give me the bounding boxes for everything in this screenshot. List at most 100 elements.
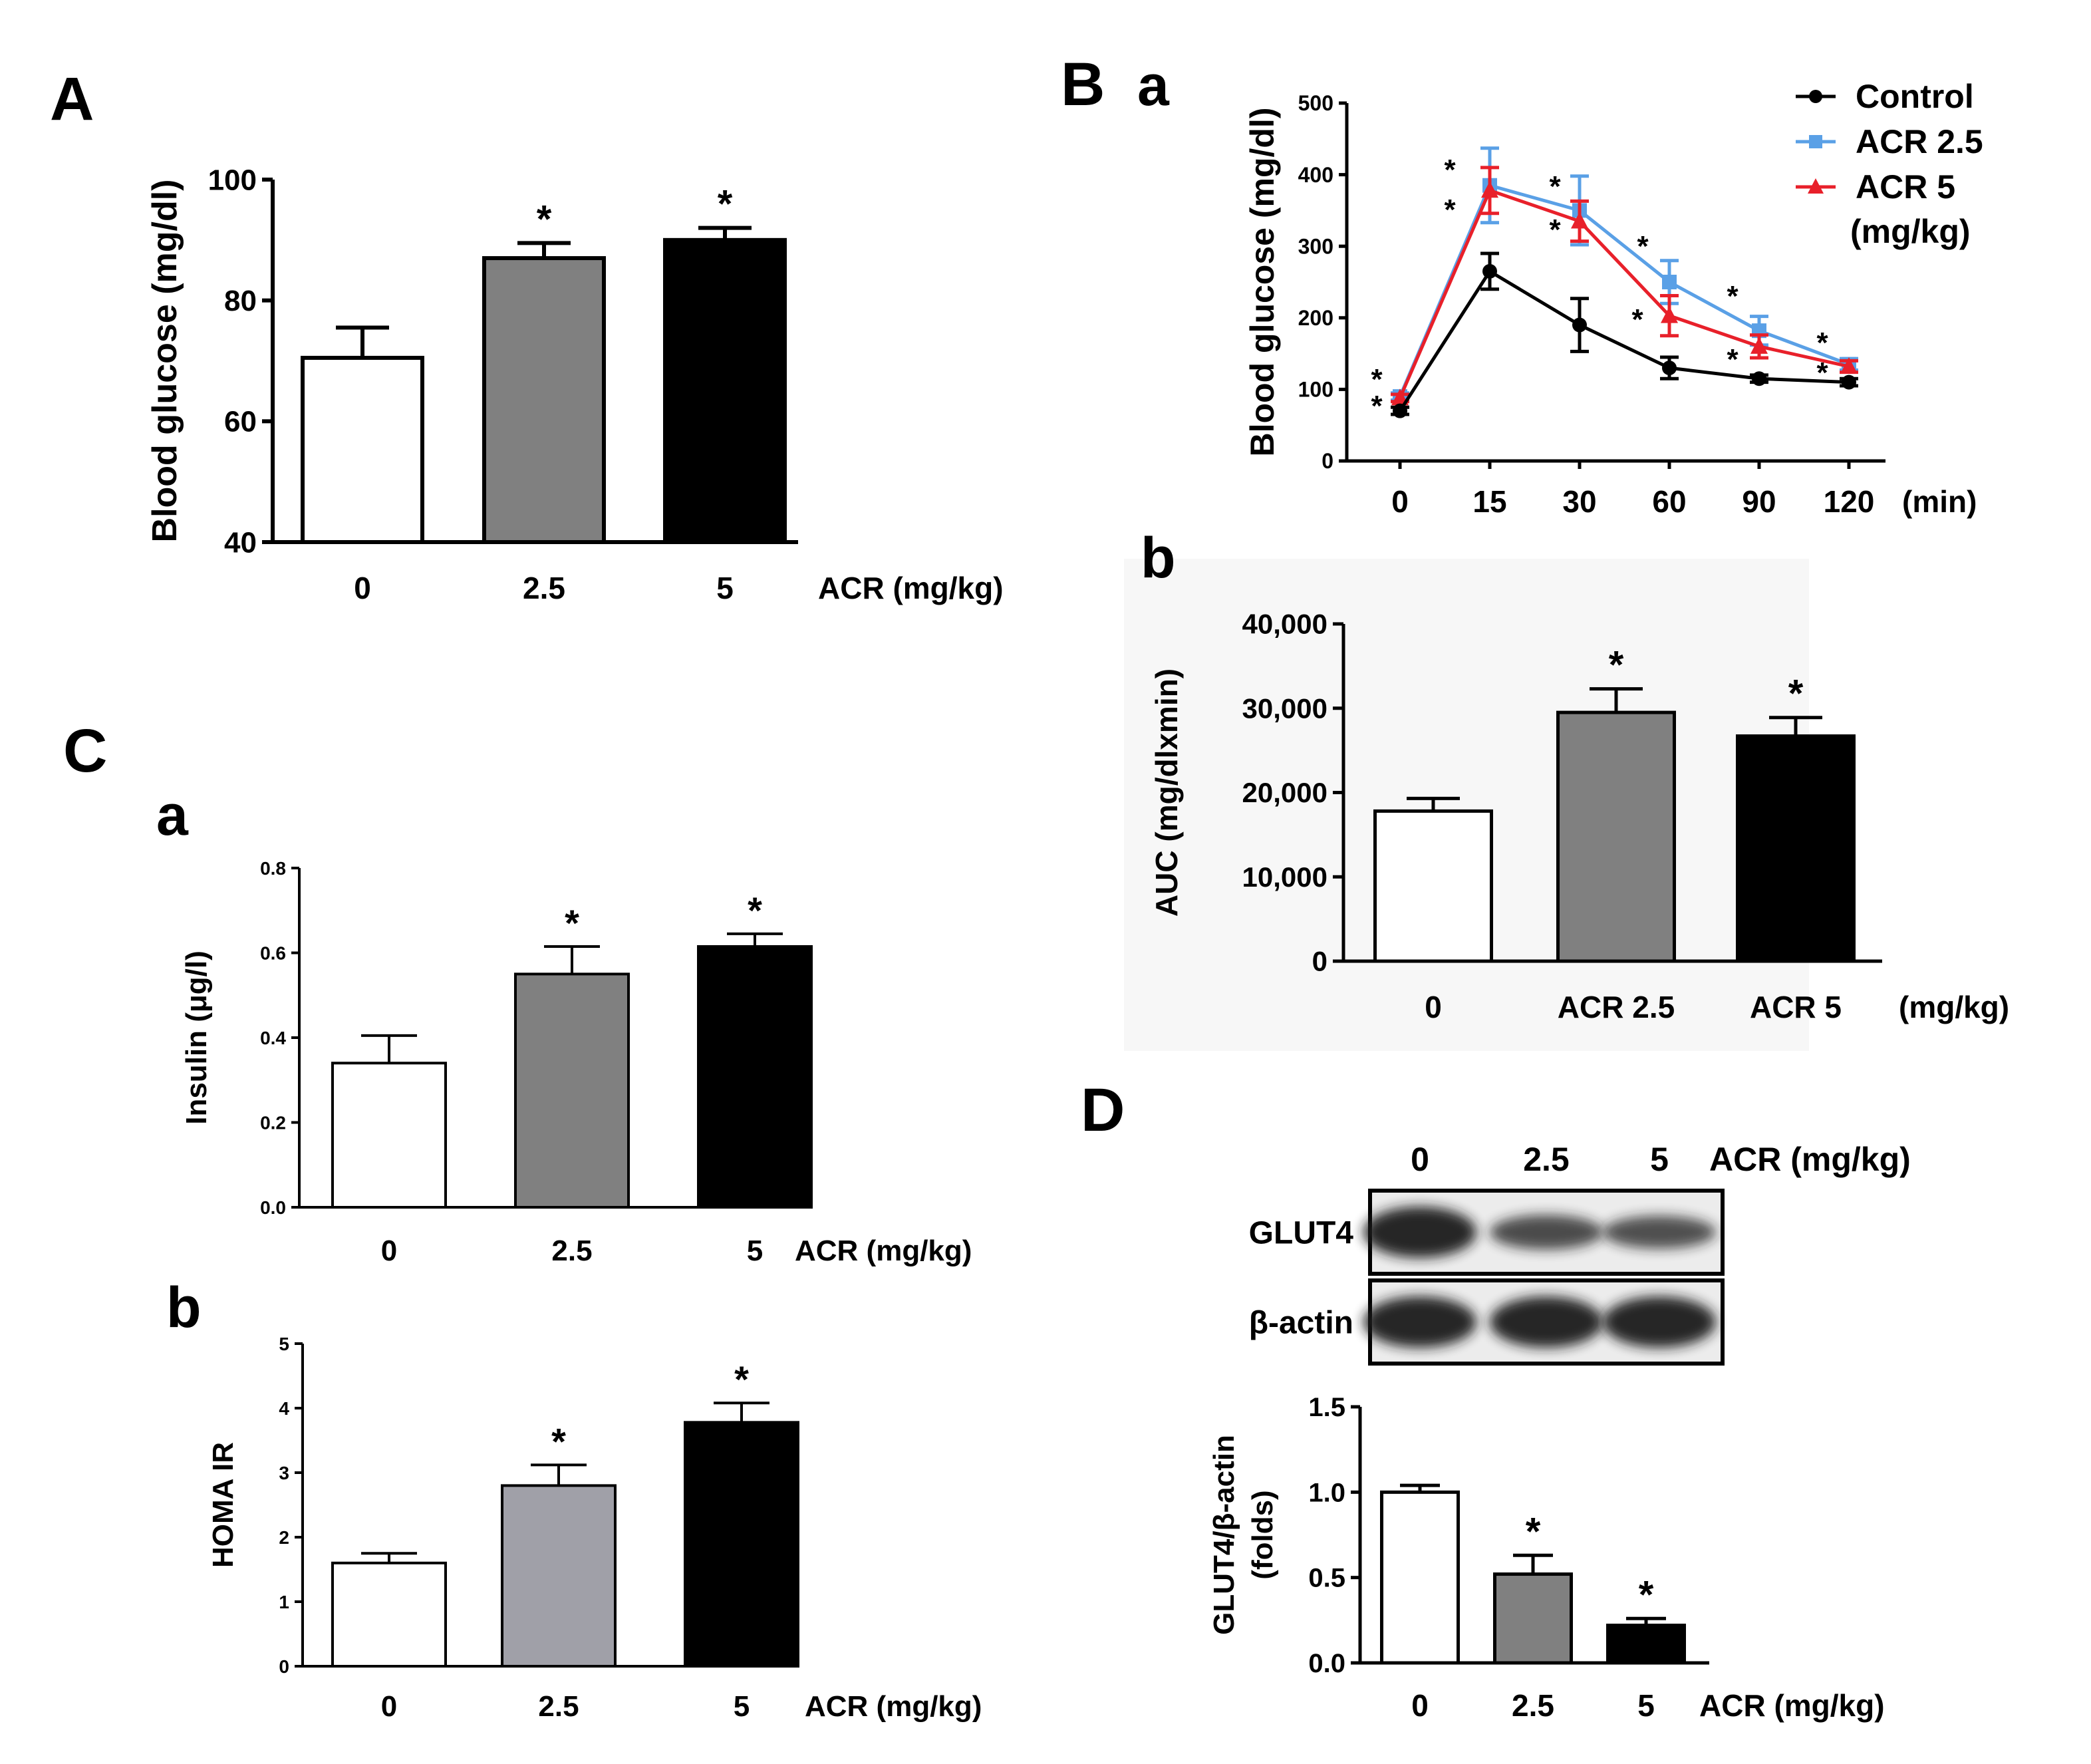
- y-tick-label: 0: [1322, 449, 1333, 473]
- x-tick-label: 2.5: [523, 571, 565, 605]
- blot-unit-label: ACR (mg/kg): [1709, 1141, 1911, 1178]
- y-axis-label: GLUT4/β-actin: [1208, 1435, 1240, 1635]
- significance-mark: *: [537, 198, 552, 241]
- x-tick-label: 0: [1411, 1688, 1429, 1723]
- significance-mark: *: [551, 1420, 566, 1462]
- significance-mark: *: [1727, 343, 1739, 376]
- bar: [514, 972, 630, 1209]
- y-tick-label: 400: [1298, 163, 1333, 187]
- x-axis-unit-label: ACR (mg/kg): [805, 1690, 982, 1723]
- panel-label-a: A: [50, 65, 94, 133]
- significance-mark: *: [565, 902, 579, 944]
- panel-bb-background: [1124, 559, 1809, 1051]
- significance-mark: *: [1639, 1573, 1654, 1616]
- y-tick-label: 0.8: [260, 858, 286, 879]
- panel-label-c-a: a: [156, 784, 189, 847]
- bar: [501, 1484, 617, 1668]
- x-axis-unit-label: (mg/kg): [1899, 990, 2009, 1024]
- bar: [1736, 734, 1856, 963]
- y-axis-label: HOMA IR: [207, 1442, 239, 1568]
- y-axis-label: AUC (mg/dlxmin): [1149, 668, 1184, 917]
- legend-unit: (mg/kg): [1850, 213, 1971, 250]
- x-tick-label: 0: [354, 571, 371, 605]
- data-point: [1572, 317, 1587, 333]
- legend-entry: ACR 2.5: [1856, 123, 1983, 160]
- bar: [482, 256, 606, 544]
- panel-label-c-b: b: [166, 1276, 202, 1340]
- significance-mark: *: [1549, 170, 1561, 203]
- x-tick-label: 0: [381, 1235, 397, 1267]
- y-tick-label: 0.0: [1308, 1649, 1345, 1678]
- significance-mark: *: [1371, 363, 1383, 396]
- chart-ca: 0 2.5 * 5 * 0.0 0.2 0.4 0.6 0.8 Insulin (μg/l) ACR …: [180, 858, 972, 1267]
- x-axis-unit-label: ACR (mg/kg): [818, 571, 1004, 605]
- x-tick-label: 2.5: [551, 1235, 592, 1267]
- significance-mark: *: [748, 889, 762, 931]
- series-acr-5: [1391, 166, 1858, 406]
- panel-label-d: D: [1081, 1076, 1125, 1144]
- y-axis-label: (folds): [1246, 1490, 1279, 1579]
- y-tick-label: 300: [1298, 234, 1333, 258]
- y-tick-label: 40,000: [1242, 609, 1327, 640]
- y-tick-label: 1: [279, 1592, 289, 1612]
- x-tick-label: 5: [734, 1690, 750, 1723]
- bar: [1380, 1490, 1460, 1665]
- significance-mark: *: [1444, 154, 1456, 186]
- x-tick-label: 2.5: [1512, 1688, 1554, 1723]
- chart-d: 0 2.5 * 5 * 0.0 0.5 1.0 1.5 GLUT4/β-actin (folds) A…: [1208, 1393, 1885, 1723]
- bar: [1373, 809, 1493, 963]
- bar: [684, 1421, 799, 1668]
- x-tick-label: 30: [1562, 484, 1596, 519]
- significance-mark: *: [1631, 303, 1643, 336]
- significance-mark: *: [1371, 390, 1383, 422]
- data-point: [1840, 357, 1858, 374]
- significance-mark: *: [1444, 194, 1456, 226]
- data-point: [1662, 361, 1677, 376]
- y-tick-label: 4: [279, 1398, 289, 1419]
- x-tick-label: 0: [1425, 990, 1442, 1024]
- x-tick-label: 120: [1824, 484, 1875, 519]
- x-axis-unit-label: ACR (mg/kg): [795, 1235, 972, 1267]
- data-point: [1482, 263, 1497, 279]
- data-point: [1750, 337, 1768, 354]
- bar: [663, 237, 787, 544]
- y-tick-label: 0: [1312, 946, 1327, 977]
- y-axis-label: Insulin (μg/l): [180, 951, 213, 1125]
- y-tick-label: 0.2: [260, 1112, 286, 1133]
- x-tick-label: 15: [1472, 484, 1506, 519]
- significance-mark: *: [734, 1358, 749, 1400]
- significance-mark: *: [1788, 672, 1804, 716]
- data-point: [1662, 275, 1677, 289]
- blot-lane-label: 2.5: [1523, 1141, 1570, 1178]
- panel-label-c: C: [63, 717, 107, 785]
- bar: [331, 1062, 447, 1209]
- y-tick-label: 3: [279, 1463, 289, 1483]
- blot-band: [1603, 1215, 1716, 1249]
- blot-band: [1603, 1296, 1716, 1348]
- panel-label-b: B: [1061, 51, 1105, 118]
- y-tick-label: 100: [208, 164, 257, 196]
- x-tick-label: 60: [1652, 484, 1686, 519]
- x-tick-label: ACR 5: [1750, 990, 1842, 1024]
- bar: [1493, 1572, 1573, 1665]
- bar: [1606, 1624, 1686, 1665]
- data-point: [1809, 90, 1822, 103]
- panel-label-b-b: b: [1141, 526, 1176, 590]
- y-tick-label: 40: [224, 526, 257, 559]
- x-tick-label: 2.5: [538, 1690, 579, 1723]
- y-tick-label: 100: [1298, 378, 1333, 402]
- y-tick-label: 0.5: [1308, 1564, 1345, 1593]
- bar: [301, 355, 424, 544]
- x-tick-label: 5: [1637, 1688, 1655, 1723]
- blot-lane-label: 5: [1650, 1141, 1669, 1178]
- legend-entry: ACR 5: [1856, 168, 1955, 206]
- bar: [1556, 710, 1676, 963]
- series-control: [1391, 251, 1858, 418]
- x-tick-label: 5: [747, 1235, 763, 1267]
- y-tick-label: 0.6: [260, 943, 286, 963]
- significance-mark: *: [718, 183, 733, 226]
- significance-mark: *: [1637, 230, 1649, 263]
- y-tick-label: 0.4: [260, 1028, 286, 1048]
